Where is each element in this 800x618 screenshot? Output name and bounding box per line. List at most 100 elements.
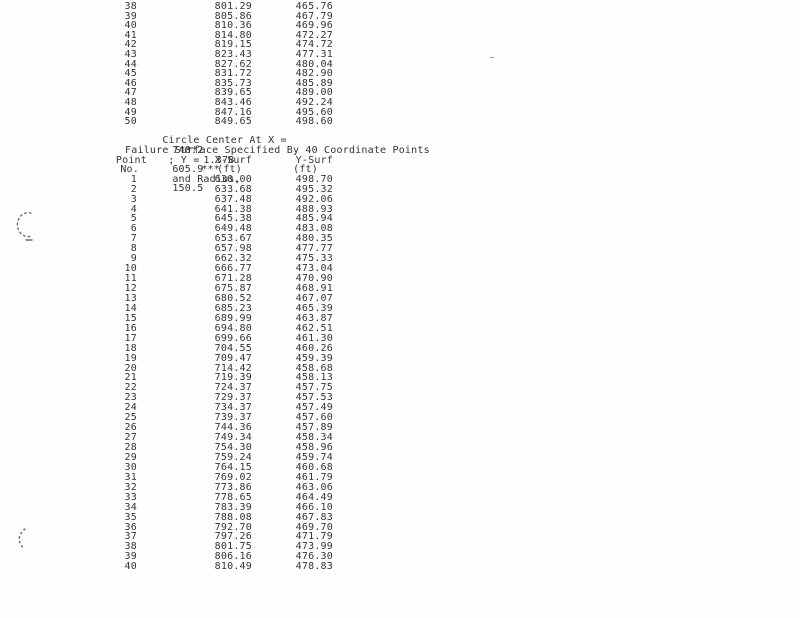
table-row: 27 749.34 458.34 [100,433,430,443]
table-row: 15 689.99 463.87 [100,312,430,324]
point-no: 42 [124,39,137,51]
y-surf-value: 476.30 [295,551,333,563]
point-no: 15 [124,312,137,324]
stars-right: *** [201,164,220,176]
x-surf-value: 637.48 [214,193,252,205]
point-no: 39 [124,10,137,22]
point-no: 39 [124,551,137,563]
y-surf-value: 473.04 [295,263,333,275]
surface2-title: Failure Surface Specified By 40 Coordina… [125,144,430,156]
y-surf-value: 458.68 [295,362,333,374]
point-no: 9 [130,253,137,265]
x-surf-value: 645.38 [214,213,252,225]
table-row: 7 653.67 480.35 [100,234,430,244]
x-surf-value: 783.39 [214,501,252,513]
table-row: 38 801.29 465.76 [100,2,430,12]
y-surf-value: 478.83 [295,561,333,573]
y-surf-value: 457.49 [295,402,333,414]
point-no: 2 [130,183,137,195]
point-no: 37 [124,531,137,543]
table-row: 18 704.55 460.26 [100,342,430,354]
x-surf-value: 827.62 [214,58,252,70]
point-no: 14 [124,302,137,314]
table-row: 50 849.65 498.60 [100,117,430,127]
table-row: 26 744.36 457.89 [100,423,430,433]
table-header-row: Point X-Surf Y-Surf [100,154,430,166]
radius-value: 150.5 [172,183,204,195]
table-row: 42 819.15 474.72 [100,40,430,50]
y-surf-value: 460.26 [295,342,333,354]
point-no: 49 [124,106,137,118]
y-surf-value: 482.90 [295,68,333,80]
table-row: 4 641.38 488.93 [100,203,430,215]
y-surf-value: 463.87 [295,312,333,324]
unit-ft-x: (ft) [217,164,242,176]
point-no: 7 [130,233,137,245]
table-row: 12 675.87 468.91 [100,284,430,294]
point-no: 19 [124,352,137,364]
y-surf-value: 495.32 [295,183,333,195]
table-units-row: No. (ft) (ft) [100,165,430,175]
point-no: 30 [124,461,137,473]
y-surf-value: 467.07 [295,292,333,304]
y-surf-value: 457.53 [295,392,333,404]
table-row: 31 769.02 461.79 [100,472,430,483]
header-y-surf: Y-Surf [295,154,333,166]
table-row: 16 694.80 462.51 [100,323,430,334]
x-surf-value: 653.67 [214,233,252,245]
table-row: 11 671.28 470.90 [100,274,430,284]
y-surf-value: 458.34 [295,432,333,444]
stars-left: *** [179,144,198,156]
table-row: 9 662.32 475.33 [100,254,430,264]
point-no: 46 [124,77,137,89]
point-no: 28 [124,442,137,453]
table-row: 40 810.49 478.83 [100,562,430,572]
y-surf-value: 489.00 [295,87,333,99]
y-surf-value: 473.99 [295,541,333,553]
y-surf-value: 498.70 [295,173,333,185]
table-row: 38 801.75 473.99 [100,542,430,552]
x-surf-value: 685.23 [214,302,252,314]
table-row: 1 630.00 498.70 [100,173,430,185]
table-row: 39 805.86 467.79 [100,10,430,22]
table-row: 22 724.37 457.75 [100,383,430,393]
x-surf-value: 709.47 [214,352,252,364]
table-row: 10 666.77 473.04 [100,264,430,274]
y-surf-value: 472.27 [295,29,333,41]
y-surf-value: 485.94 [295,213,333,225]
table-row: 40 810.36 469.96 [100,21,430,31]
y-surf-value: 467.79 [295,10,333,22]
point-no: 4 [130,203,137,215]
point-no: 50 [124,116,137,128]
y-surf-value: 461.30 [295,332,333,344]
dotted-circle-pencil-mark [16,211,35,241]
x-surf-value: 739.37 [214,412,252,424]
x-surf-value: 788.08 [214,511,252,523]
x-surf-value: 792.70 [214,521,252,533]
x-surf-value: 671.28 [214,273,252,285]
point-no: 29 [124,451,137,463]
circle-center-x: 740.2 [172,144,204,156]
table-row: 23 729.37 457.53 [100,393,430,403]
y-surf-value: 457.75 [295,382,333,394]
x-surf-value: 773.86 [214,481,252,493]
point-no: 8 [130,243,137,255]
point-no: 34 [124,501,137,513]
point-no: 5 [130,213,137,225]
point-no: 32 [124,481,137,493]
x-surf-value: 649.48 [214,223,252,235]
point-no: 41 [124,29,137,41]
x-surf-value: 630.00 [214,173,252,185]
table-row: 21 719.39 458.13 [100,373,430,383]
point-no: 26 [124,422,137,434]
factor-of-safety-value: 1.378 [203,154,235,166]
table-row: 30 764.15 460.68 [100,461,430,473]
y-surf-value: 459.74 [295,451,333,463]
x-surf-value: 749.34 [214,432,252,444]
y-surf-value: 480.35 [295,233,333,245]
table-row: 13 680.52 467.07 [100,292,430,304]
point-no: 25 [124,412,137,424]
point-no: 18 [124,342,137,354]
table-row: 5 645.38 485.94 [100,214,430,224]
x-surf-value: 719.39 [214,372,252,384]
